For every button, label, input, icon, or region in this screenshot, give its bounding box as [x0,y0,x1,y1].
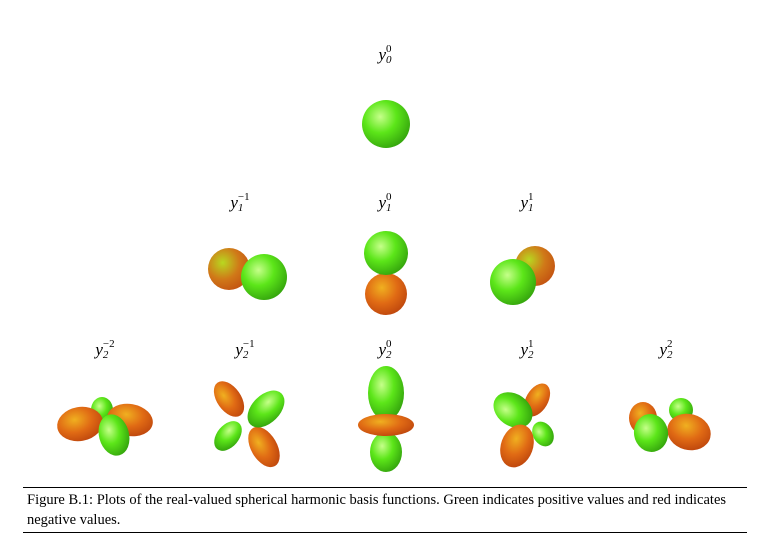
spherical-harmonics-figure [57,100,711,472]
caption-text: Plots of the real-valued spherical harmo… [27,492,727,528]
lobe-shape-y00 [362,100,410,148]
lobe-shape-y2m2 [57,397,153,456]
figure-caption: Figure B.1: Plots of the real-valued sph… [27,490,749,530]
label-y2m2: y −2 2 [95,338,115,361]
caption-rule-bottom [23,532,747,533]
label-y2m1: y −1 2 [235,338,255,361]
lobe-shape-y10 [364,231,408,315]
lobe-shape-y21 [493,383,554,468]
caption-rule-top [23,487,747,488]
label-y1m1: y −1 1 [230,191,250,214]
lobe-shape-y22 [629,398,711,452]
lobe-shape-y2m1 [213,381,285,468]
lobe-shape-y11 [490,246,555,305]
lobe-shape-y1m1 [208,248,287,300]
lobe-shape-y20 [358,366,414,472]
caption-label: Figure B.1: [27,492,94,508]
